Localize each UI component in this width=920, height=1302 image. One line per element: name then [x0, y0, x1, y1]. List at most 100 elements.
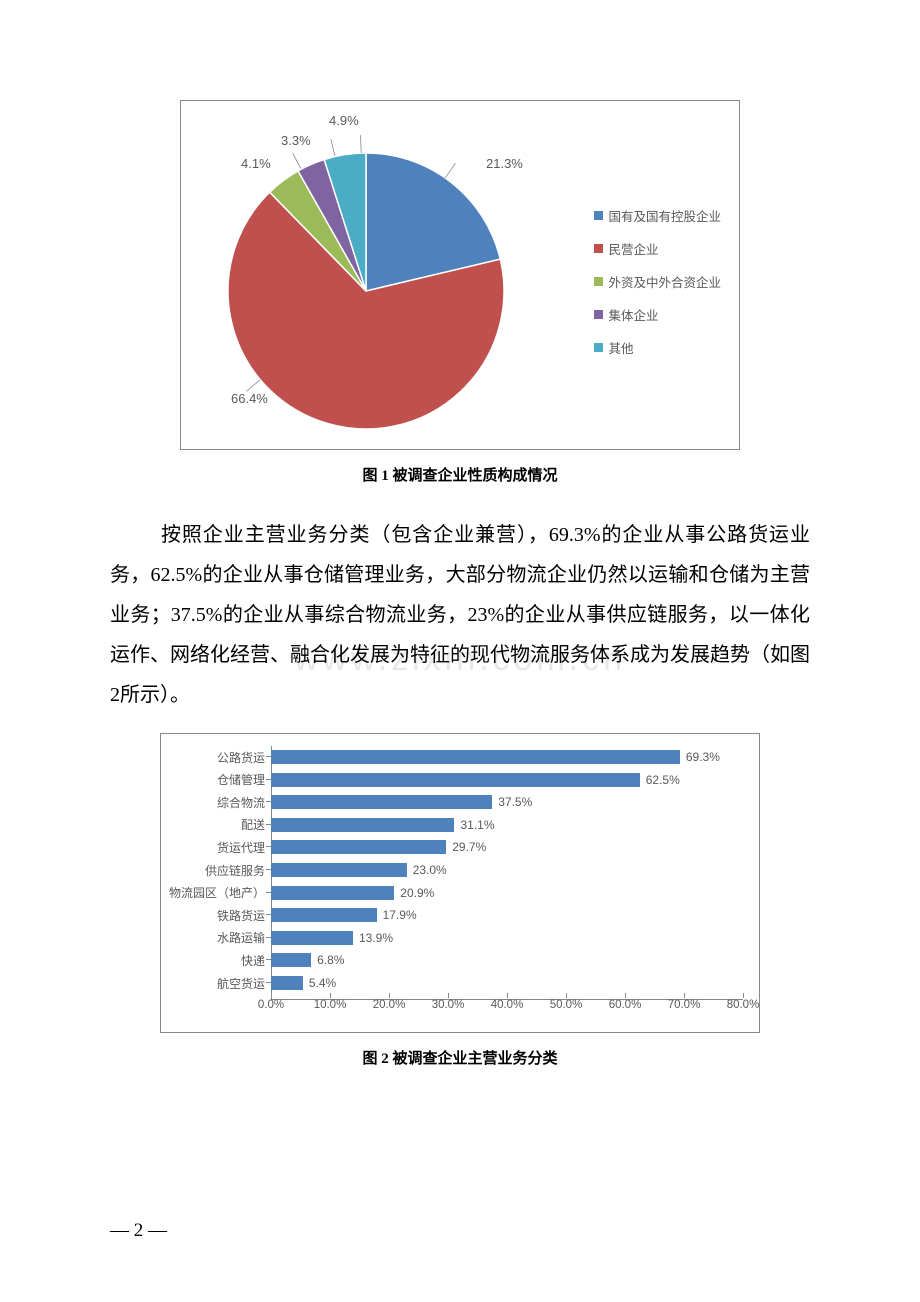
bar-rect — [271, 863, 407, 877]
pie-slice-label: 66.4% — [231, 391, 268, 406]
bar-caption: 图 2 被调查企业主营业务分类 — [110, 1047, 810, 1068]
legend-item: 集体企业 — [594, 305, 721, 324]
bar-value-label: 62.5% — [646, 773, 680, 787]
x-tick-mark — [625, 993, 626, 998]
bar-category-label: 航空货运 — [217, 975, 271, 992]
bar-row: 公路货运69.3% — [271, 746, 741, 768]
bar-category-label: 快递 — [241, 952, 271, 969]
bar-value-label: 37.5% — [498, 795, 532, 809]
bar-value-label: 17.9% — [383, 908, 417, 922]
y-tick — [266, 892, 271, 893]
bar-category-label: 仓储管理 — [217, 771, 271, 788]
pie-slice-label: 3.3% — [281, 133, 311, 148]
x-tick-label: 50.0% — [550, 999, 583, 1011]
legend-label: 外资及中外合资企业 — [608, 272, 721, 291]
y-tick — [266, 869, 271, 870]
legend-item: 国有及国有控股企业 — [594, 206, 721, 225]
bar-value-label: 69.3% — [686, 750, 720, 764]
bar-row: 航空货运5.4% — [271, 972, 741, 994]
bar-x-axis: 0.0%10.0%20.0%30.0%40.0%50.0%60.0%70.0%8… — [271, 996, 741, 1016]
bar-rect — [271, 840, 446, 854]
y-tick — [266, 846, 271, 847]
bar-caption-prefix: 图 2 — [362, 1051, 392, 1067]
bar-value-label: 23.0% — [413, 863, 447, 877]
legend-swatch — [594, 211, 603, 220]
x-tick-mark — [743, 993, 744, 998]
bar-row: 配送31.1% — [271, 814, 741, 836]
x-tick-label: 10.0% — [314, 999, 347, 1011]
legend-swatch — [594, 277, 603, 286]
bar-rect — [271, 773, 640, 787]
pie-chart: 国有及国有控股企业民营企业外资及中外合资企业集体企业其他 21.3% 66.4% 4… — [180, 100, 740, 450]
bar-chart: 公路货运69.3%仓储管理62.5%综合物流37.5%配送31.1%货运代理29… — [160, 733, 760, 1033]
bar-row: 快递6.8% — [271, 949, 741, 971]
y-tick — [266, 756, 271, 757]
bar-category-label: 供应链服务 — [205, 862, 271, 879]
page-number: — 2 — — [110, 1220, 167, 1242]
y-tick — [266, 824, 271, 825]
bar-category-label: 铁路货运 — [217, 907, 271, 924]
legend-swatch — [594, 310, 603, 319]
bar-category-label: 综合物流 — [217, 794, 271, 811]
x-tick-mark — [389, 993, 390, 998]
bar-rect — [271, 931, 353, 945]
x-tick-label: 80.0% — [727, 999, 760, 1011]
x-tick-mark — [448, 993, 449, 998]
legend-label: 集体企业 — [608, 305, 658, 324]
y-tick — [266, 914, 271, 915]
bar-row: 水路运输13.9% — [271, 927, 741, 949]
legend-item: 其他 — [594, 338, 721, 357]
bar-value-label: 29.7% — [452, 840, 486, 854]
bar-row: 物流园区（地产）20.9% — [271, 882, 741, 904]
bar-category-label: 配送 — [241, 816, 271, 833]
legend-label: 国有及国有控股企业 — [608, 206, 721, 225]
x-tick-label: 20.0% — [373, 999, 406, 1011]
legend-label: 其他 — [608, 338, 633, 357]
bar-value-label: 20.9% — [400, 886, 434, 900]
y-tick — [266, 937, 271, 938]
bar-rect — [271, 795, 492, 809]
bar-category-label: 货运代理 — [217, 839, 271, 856]
x-tick-label: 40.0% — [491, 999, 524, 1011]
y-tick — [266, 779, 271, 780]
bar-rect — [271, 886, 394, 900]
pie-slice-label: 21.3% — [486, 156, 523, 171]
x-tick-mark — [566, 993, 567, 998]
bar-row: 货运代理29.7% — [271, 836, 741, 858]
pie-slice-label: 4.1% — [241, 156, 271, 171]
bar-value-label: 5.4% — [309, 976, 336, 990]
bar-value-label: 6.8% — [317, 953, 344, 967]
bar-plot-area: 公路货运69.3%仓储管理62.5%综合物流37.5%配送31.1%货运代理29… — [271, 746, 741, 996]
legend-swatch — [594, 244, 603, 253]
x-tick-label: 30.0% — [432, 999, 465, 1011]
bar-rect — [271, 908, 377, 922]
x-tick-mark — [271, 993, 272, 998]
bar-caption-text: 被调查企业主营业务分类 — [393, 1051, 558, 1067]
x-tick-label: 70.0% — [668, 999, 701, 1011]
bar-row: 综合物流37.5% — [271, 791, 741, 813]
bar-category-label: 物流园区（地产） — [169, 884, 271, 901]
x-tick-mark — [507, 993, 508, 998]
x-tick-mark — [330, 993, 331, 998]
bar-category-label: 水路运输 — [217, 929, 271, 946]
legend-item: 民营企业 — [594, 239, 721, 258]
bar-rect — [271, 976, 303, 990]
x-tick-label: 0.0% — [258, 999, 284, 1011]
pie-legend: 国有及国有控股企业民营企业外资及中外合资企业集体企业其他 — [594, 206, 721, 371]
paragraph-text: 按照企业主营业务分类（包含企业兼营），69.3%的企业从事公路货运业务，62.5… — [110, 524, 810, 706]
pie-slice-label: 4.9% — [329, 113, 359, 128]
y-tick — [266, 801, 271, 802]
y-tick — [266, 982, 271, 983]
bar-rect — [271, 953, 311, 967]
paragraph-1: 按照企业主营业务分类（包含企业兼营），69.3%的企业从事公路货运业务，62.5… — [110, 515, 810, 715]
bar-row: 仓储管理62.5% — [271, 769, 741, 791]
pie-caption-prefix: 图 1 — [362, 468, 392, 484]
legend-label: 民营企业 — [608, 239, 658, 258]
x-tick-mark — [684, 993, 685, 998]
bar-value-label: 31.1% — [460, 818, 494, 832]
bar-category-label: 公路货运 — [217, 749, 271, 766]
bar-row: 铁路货运17.9% — [271, 904, 741, 926]
legend-item: 外资及中外合资企业 — [594, 272, 721, 291]
page-content: 国有及国有控股企业民营企业外资及中外合资企业集体企业其他 21.3% 66.4% 4… — [110, 100, 810, 1068]
bar-row: 供应链服务23.0% — [271, 859, 741, 881]
